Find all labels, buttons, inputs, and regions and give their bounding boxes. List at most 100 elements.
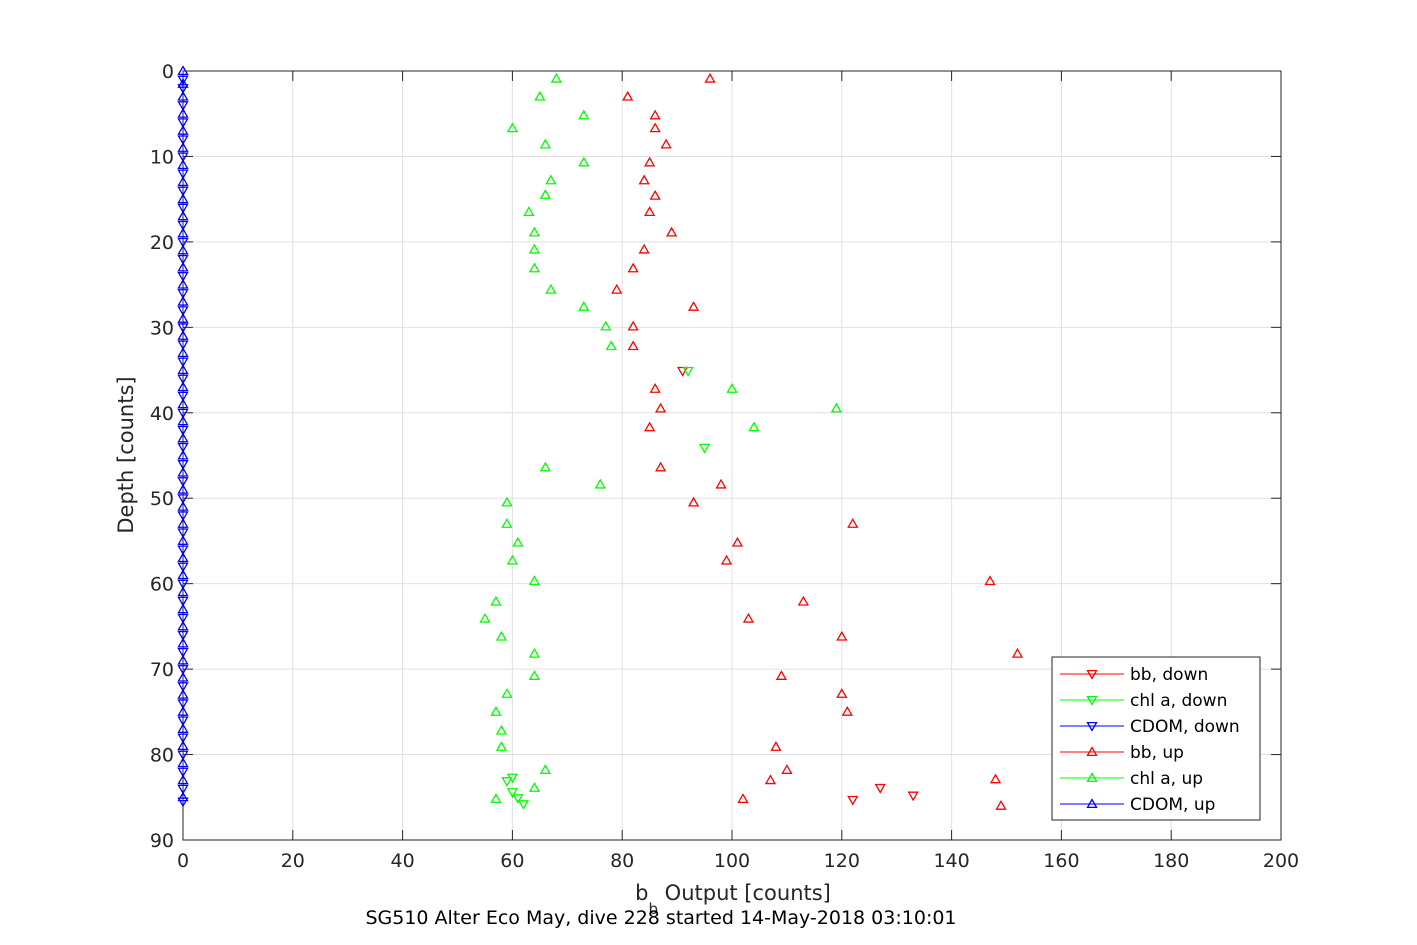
data-point xyxy=(622,90,634,101)
series-cdom-up xyxy=(177,65,189,802)
data-point xyxy=(177,340,189,351)
data-point xyxy=(655,461,667,472)
legend-label: chl a, up xyxy=(1130,769,1203,789)
data-point xyxy=(177,101,189,111)
data-point xyxy=(177,647,189,658)
series-cdom-down xyxy=(177,75,189,808)
data-point xyxy=(687,301,700,311)
data-point xyxy=(177,227,189,238)
data-point xyxy=(649,109,661,120)
data-point xyxy=(841,706,853,716)
data-point xyxy=(512,536,524,547)
data-point xyxy=(177,477,189,487)
series-bb-up xyxy=(611,72,1024,810)
data-point xyxy=(177,312,189,323)
data-point xyxy=(665,226,678,237)
data-point xyxy=(578,301,590,311)
data-point xyxy=(177,289,189,299)
data-point xyxy=(177,415,189,426)
y-tick-label: 60 xyxy=(150,574,174,596)
data-point xyxy=(517,800,530,810)
data-point xyxy=(720,554,733,565)
data-point xyxy=(177,323,189,334)
data-point xyxy=(644,206,656,217)
data-point xyxy=(545,174,557,185)
series-chl-a-up xyxy=(479,72,842,804)
data-point xyxy=(177,381,189,392)
data-point xyxy=(177,159,189,170)
x-tick-label: 120 xyxy=(824,850,860,872)
data-point xyxy=(644,156,656,167)
data-point xyxy=(177,125,189,135)
data-point xyxy=(523,206,535,217)
x-tick-label: 20 xyxy=(281,850,305,872)
legend: bb, down chl a, down CDOM, down bb, up chl a… xyxy=(1051,656,1261,821)
data-point xyxy=(177,432,189,443)
data-point xyxy=(748,421,760,432)
data-point xyxy=(177,500,189,511)
data-point xyxy=(177,706,189,716)
data-point xyxy=(177,511,189,522)
data-point xyxy=(506,122,519,133)
data-point xyxy=(490,595,502,606)
data-point xyxy=(177,306,189,317)
data-point xyxy=(177,261,189,272)
data-point xyxy=(490,706,502,716)
data-point xyxy=(874,783,886,794)
legend-marker xyxy=(1086,746,1098,757)
data-point xyxy=(605,340,617,351)
x-tick-label: 80 xyxy=(610,850,634,872)
x-tick-label: 180 xyxy=(1153,850,1189,872)
data-point xyxy=(177,733,189,744)
data-point xyxy=(177,142,189,152)
data-point xyxy=(177,347,189,357)
data-point xyxy=(177,716,189,727)
data-point xyxy=(770,741,782,751)
data-point xyxy=(177,364,189,375)
data-point xyxy=(177,244,189,255)
data-point xyxy=(501,777,513,787)
data-point xyxy=(177,186,189,197)
data-point xyxy=(528,670,540,680)
data-point xyxy=(764,774,777,785)
data-point xyxy=(539,764,551,774)
data-point xyxy=(177,135,189,146)
y-tick-label: 20 xyxy=(150,232,174,254)
data-point xyxy=(742,612,755,623)
chart-title: SG510 Alter Eco May, dive 228 started 14… xyxy=(365,907,956,929)
data-point xyxy=(177,723,189,733)
y-tick-label: 70 xyxy=(150,659,174,681)
data-point xyxy=(177,596,189,607)
data-point xyxy=(177,330,189,340)
legend-marker xyxy=(1086,695,1098,706)
data-point xyxy=(1011,647,1024,658)
data-point xyxy=(177,494,189,505)
data-point xyxy=(731,536,744,547)
data-point xyxy=(649,189,661,200)
data-point xyxy=(177,75,189,86)
data-point xyxy=(177,460,189,470)
x-tick-label: 40 xyxy=(391,850,415,872)
data-point xyxy=(177,797,189,808)
y-tick-label: 90 xyxy=(150,830,174,852)
data-point xyxy=(177,169,189,180)
data-point xyxy=(847,518,859,528)
data-point xyxy=(578,156,590,167)
data-point xyxy=(177,118,189,129)
data-point xyxy=(177,398,189,409)
x-tick-label: 200 xyxy=(1263,850,1299,872)
data-point xyxy=(177,528,189,539)
data-point xyxy=(177,466,189,477)
data-point xyxy=(528,647,540,658)
data-point xyxy=(501,688,513,698)
data-point xyxy=(797,595,809,606)
data-point xyxy=(177,193,189,204)
data-point xyxy=(177,210,189,221)
data-point xyxy=(698,443,711,454)
data-point xyxy=(177,569,189,580)
data-point xyxy=(177,78,189,88)
data-point xyxy=(649,122,661,133)
legend-marker xyxy=(1086,798,1098,809)
data-point xyxy=(177,620,189,631)
